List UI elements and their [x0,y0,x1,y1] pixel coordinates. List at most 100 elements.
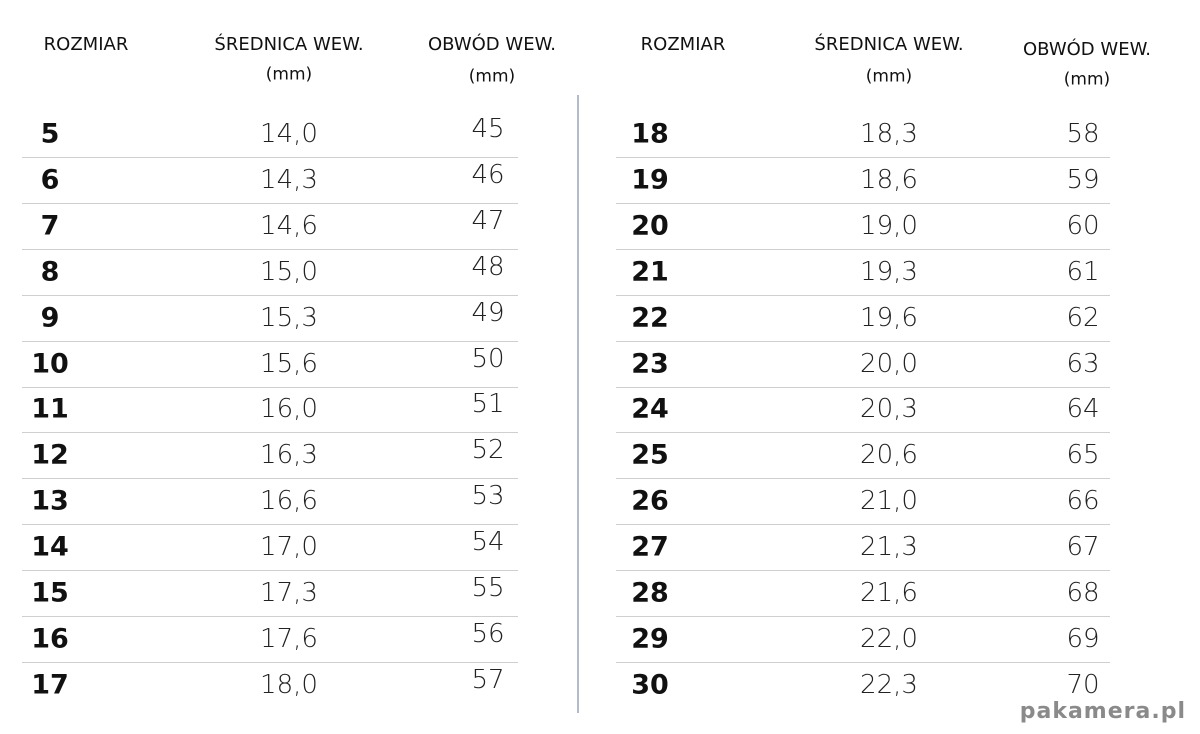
diameter-cell: 18,6 [860,164,918,195]
row-separator [22,387,518,388]
circumference-cell: 57 [471,664,505,695]
header: ROZMIAR [43,34,129,55]
row-separator [22,249,518,250]
row-separator [616,432,1110,433]
row-separator [22,295,518,296]
diameter-cell: 19,0 [860,210,918,241]
diameter-cell: 18,3 [860,119,918,149]
circumference-cell: 53 [471,481,505,512]
diameter-cell: 21,0 [860,486,918,517]
diameter-cell: 21,3 [860,532,918,563]
size-cell: 13 [31,485,69,517]
circumference-cell: 52 [471,435,505,466]
circumference-cell: 49 [471,297,505,328]
size-cell: 17 [31,669,69,701]
circumference-cell: 69 [1066,623,1100,654]
row-separator [616,387,1110,388]
diameter-cell: 17,3 [260,578,318,608]
diameter-cell: 20,6 [860,440,918,471]
header: OBWÓD WEW. [427,34,557,55]
diameter-cell: 15,0 [260,256,318,287]
row-separator [22,478,518,479]
row-separator [616,570,1110,571]
diameter-cell: 22,0 [860,623,918,654]
row-separator [616,662,1110,663]
diameter-cell: 17,6 [260,623,318,654]
circumference-cell: 46 [471,159,505,190]
circumference-cell: 64 [1066,394,1100,425]
size-cell: 15 [31,577,69,609]
circumference-cell: 61 [1066,256,1100,287]
header: ŚREDNICA WEW. [814,34,964,55]
diameter-cell: 19,3 [860,256,918,287]
circumference-cell: 47 [471,205,505,236]
diameter-cell: 17,0 [260,532,318,563]
size-cell: 24 [631,393,669,425]
row-separator [616,616,1110,617]
header: ŚREDNICA WEW. [214,34,364,55]
watermark: pakamera.pl [1019,699,1186,724]
row-separator [616,157,1110,158]
header-unit: (mm) [865,66,913,87]
row-separator [616,341,1110,342]
size-cell: 23 [631,348,669,379]
row-separator [616,295,1110,296]
header: ROZMIAR [640,34,726,55]
size-cell: 14 [31,531,69,563]
size-cell: 6 [40,164,60,196]
circumference-cell: 48 [471,251,505,282]
circumference-cell: 60 [1066,210,1100,241]
size-cell: 7 [40,210,60,242]
circumference-cell: 55 [471,573,505,603]
row-separator [22,341,518,342]
circumference-cell: 67 [1066,532,1100,563]
row-separator [616,249,1110,250]
circumference-cell: 62 [1066,302,1100,333]
circumference-cell: 63 [1066,348,1100,379]
row-separator [22,662,518,663]
diameter-cell: 15,6 [260,348,318,379]
size-cell: 16 [31,623,69,655]
diameter-cell: 20,3 [860,394,918,425]
size-cell: 18 [631,118,669,150]
diameter-cell: 14,0 [260,119,318,149]
circumference-cell: 68 [1066,578,1100,608]
size-cell: 11 [31,393,69,425]
circumference-cell: 51 [471,389,505,420]
circumference-cell: 65 [1066,440,1100,471]
size-cell: 8 [40,256,60,288]
row-separator [22,570,518,571]
size-cell: 26 [631,485,669,517]
size-cell: 19 [631,164,669,196]
size-cell: 9 [40,302,60,334]
diameter-cell: 22,3 [860,669,918,700]
diameter-cell: 16,0 [260,394,318,425]
diameter-cell: 21,6 [860,578,918,608]
diameter-cell: 14,3 [260,164,318,195]
size-cell: 22 [631,302,669,334]
circumference-cell: 58 [1066,119,1100,149]
header-unit: (mm) [468,66,516,87]
diameter-cell: 15,3 [260,302,318,333]
size-cell: 30 [631,669,669,701]
circumference-cell: 66 [1066,486,1100,517]
diameter-cell: 20,0 [860,348,918,379]
diameter-cell: 16,6 [260,486,318,517]
diameter-cell: 16,3 [260,440,318,471]
circumference-cell: 45 [471,114,505,144]
size-cell: 10 [31,348,69,379]
diameter-cell: 18,0 [260,669,318,700]
size-cell: 20 [631,210,669,242]
circumference-cell: 56 [471,618,505,649]
row-separator [616,203,1110,204]
header-unit: (mm) [1063,69,1111,90]
size-cell: 21 [631,256,669,288]
divider [577,95,579,713]
row-separator [22,616,518,617]
size-cell: 29 [631,623,669,655]
circumference-cell: 50 [471,343,505,374]
size-cell: 12 [31,439,69,471]
size-cell: 5 [40,118,60,150]
row-separator [616,524,1110,525]
